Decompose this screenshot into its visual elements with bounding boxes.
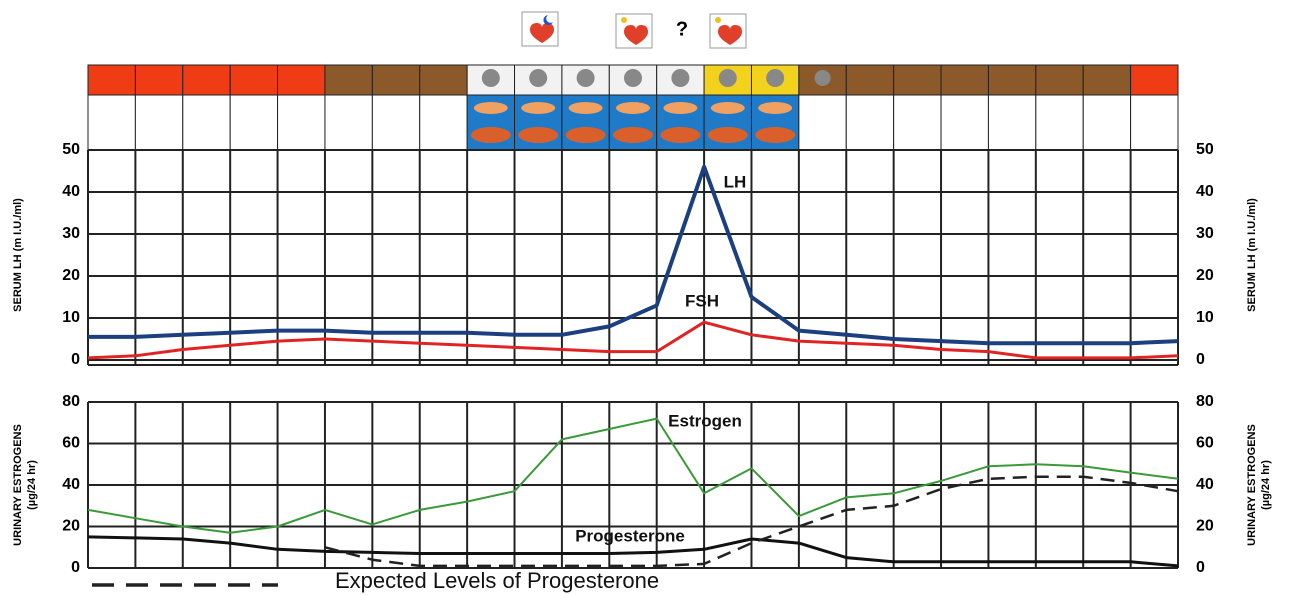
phase-cell: [893, 64, 942, 96]
phase-cell: [1130, 64, 1179, 96]
blank-cell: [134, 94, 184, 151]
y-tick-label: 10: [62, 309, 80, 326]
blank-cell: [277, 94, 326, 151]
ovary-icon: [473, 102, 508, 114]
y-tick-label: 10: [1196, 309, 1214, 326]
phase-cell: [419, 64, 468, 96]
phase-cell: [277, 64, 326, 96]
phase-cell: [1082, 64, 1132, 96]
ovary-icon: [660, 127, 701, 143]
ovary-icon: [565, 127, 606, 143]
blank-cell: [845, 94, 895, 151]
phase-icon: [529, 69, 548, 87]
blank-cell: [893, 94, 942, 151]
series-line: [324, 475, 1179, 568]
ovary-icon: [707, 127, 748, 143]
phase-icon: [814, 70, 831, 86]
series-line: [87, 535, 1179, 568]
series-line: [87, 417, 1179, 534]
phase-icon: [576, 69, 595, 87]
y-tick-label: 60: [62, 435, 80, 452]
phase-cell: [229, 64, 279, 96]
y-tick-label: 80: [1196, 393, 1214, 410]
phase-cell: [940, 64, 989, 96]
series-label: LH: [724, 172, 747, 191]
y-tick-label: 50: [1196, 141, 1214, 158]
blank-cell: [182, 94, 231, 151]
y-tick-label: 20: [1196, 267, 1214, 284]
y-tick-label: 40: [1196, 183, 1214, 200]
y-tick-label: 80: [62, 393, 80, 410]
phase-icon: [718, 69, 737, 87]
y-axis-label: SERUM LH (m I.U./ml): [12, 198, 24, 312]
y-axis-label: URINARY ESTROGENS: [12, 424, 24, 546]
blank-cell: [419, 94, 468, 151]
ovary-icon: [470, 127, 511, 143]
y-tick-label: 60: [1196, 435, 1214, 452]
ovary-icon: [521, 102, 556, 114]
series-label: Progesterone: [575, 526, 685, 545]
phase-icon: [624, 69, 642, 87]
y-tick-label: 30: [62, 225, 80, 242]
phase-cell: [324, 64, 373, 96]
blank-cell: [324, 94, 373, 151]
blank-cell: [229, 94, 279, 151]
legend-label: Expected Levels of Progesterone: [335, 568, 659, 593]
phase-cell: [87, 64, 136, 96]
y-tick-label: 0: [1196, 559, 1205, 576]
blank-cell: [798, 94, 847, 151]
annotation: ?: [676, 18, 688, 40]
y-tick-label: 20: [62, 267, 80, 284]
y-tick-label: 40: [62, 183, 80, 200]
series-line: [88, 164, 1179, 346]
phase-icon: [766, 69, 785, 87]
blank-cell: [1130, 94, 1179, 151]
series-label: Estrogen: [668, 411, 742, 430]
y-tick-label: 0: [71, 351, 80, 368]
blank-cell: [371, 94, 421, 151]
series-line: [87, 320, 1179, 360]
y-axis-label: (µg/24 hr): [1260, 460, 1272, 510]
icons: [521, 11, 747, 49]
ovary-icon: [518, 127, 559, 143]
ovary-icon: [755, 127, 796, 143]
blank-cell: [987, 94, 1037, 151]
ovary-icon: [616, 102, 650, 114]
ovary-icon: [663, 102, 698, 114]
blank-cell: [87, 94, 136, 151]
phase-cell: [1035, 64, 1084, 96]
blank-cell: [1082, 94, 1132, 151]
phase-cell: [182, 64, 231, 96]
blank-cell: [940, 94, 989, 151]
ovary-icon: [710, 102, 745, 114]
y-tick-label: 0: [1196, 351, 1205, 368]
phase-cell: [371, 64, 421, 96]
y-axis-label: URINARY ESTROGENS: [1246, 424, 1258, 546]
blank-cell: [1035, 94, 1084, 151]
y-tick-label: 30: [1196, 225, 1214, 242]
y-tick-label: 0: [71, 559, 80, 576]
phase-icon: [671, 69, 690, 87]
y-tick-label: 20: [1196, 518, 1214, 535]
y-tick-label: 40: [1196, 476, 1214, 493]
y-tick-label: 20: [62, 518, 80, 535]
phase-icon: [481, 69, 500, 87]
phase-cell: [134, 64, 184, 96]
ovary-icon: [758, 102, 793, 114]
y-axis-label: (µg/24 hr): [26, 460, 38, 510]
series-label: FSH: [685, 291, 719, 310]
ovary-icon: [613, 127, 653, 143]
y-tick-label: 40: [62, 476, 80, 493]
phase-cell: [987, 64, 1037, 96]
y-tick-label: 50: [62, 141, 80, 158]
phase-cell: [845, 64, 895, 96]
ovary-icon: [568, 102, 603, 114]
y-axis-label: SERUM LH (m I.U./ml): [1246, 198, 1258, 312]
